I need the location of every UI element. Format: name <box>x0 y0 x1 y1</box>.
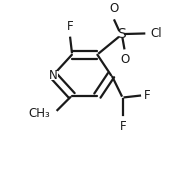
FancyBboxPatch shape <box>49 70 58 80</box>
Text: S: S <box>117 27 126 41</box>
Text: CH₃: CH₃ <box>29 108 51 121</box>
Text: F: F <box>120 120 126 133</box>
Text: F: F <box>67 20 74 33</box>
Text: O: O <box>109 2 118 15</box>
Text: N: N <box>49 69 58 82</box>
Text: Cl: Cl <box>150 27 162 40</box>
Text: F: F <box>144 89 150 102</box>
Text: O: O <box>120 53 129 66</box>
